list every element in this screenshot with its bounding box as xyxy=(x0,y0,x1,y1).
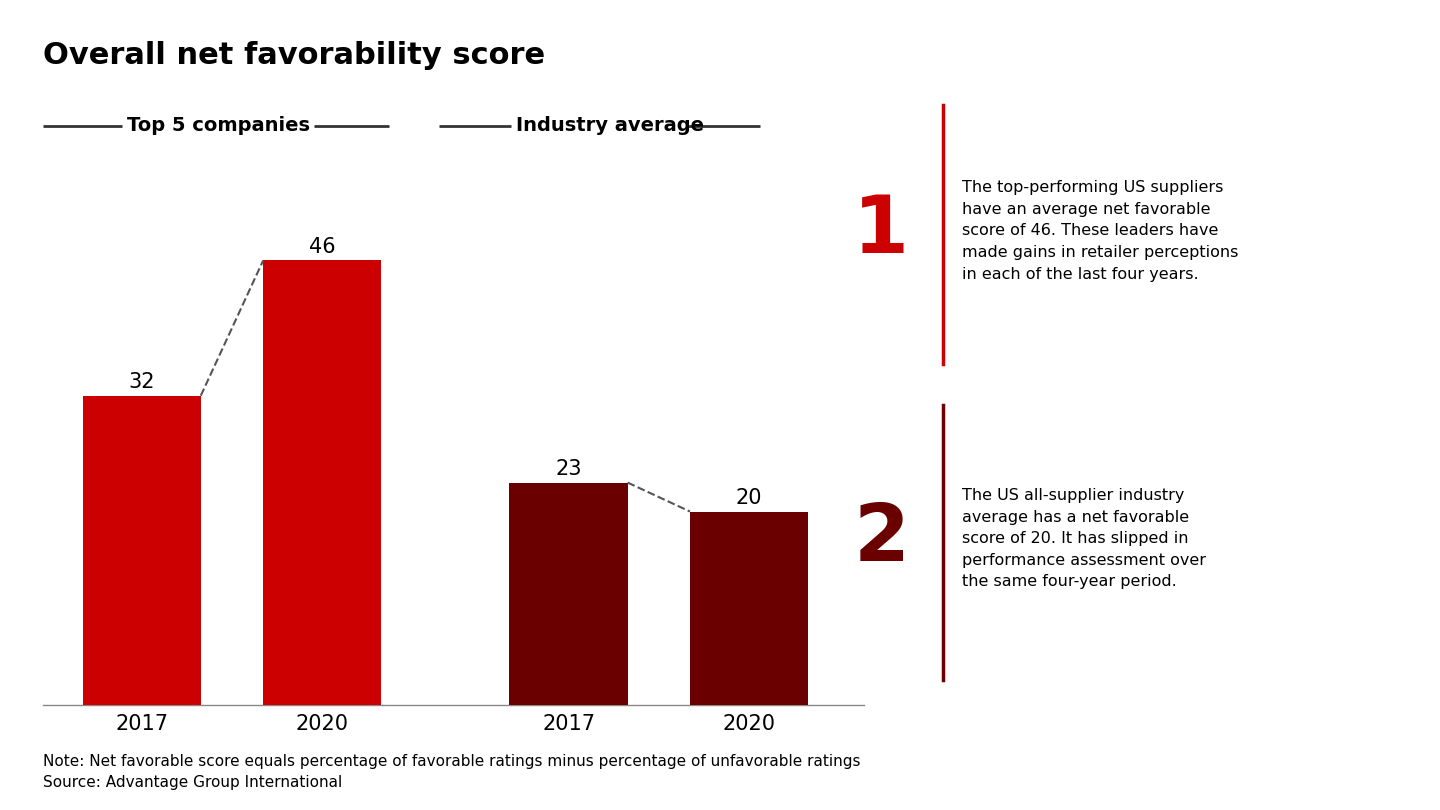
Bar xyxy=(264,261,382,705)
Bar xyxy=(690,512,808,705)
Bar xyxy=(82,395,200,705)
Text: 32: 32 xyxy=(128,372,156,392)
Text: Top 5 companies: Top 5 companies xyxy=(127,116,310,135)
Text: 20: 20 xyxy=(736,488,762,508)
Text: Overall net favorability score: Overall net favorability score xyxy=(43,40,546,70)
Text: Note: Net favorable score equals percentage of favorable ratings minus percentag: Note: Net favorable score equals percent… xyxy=(43,754,861,790)
Bar xyxy=(510,483,628,705)
Text: The top-performing US suppliers
have an average net favorable
score of 46. These: The top-performing US suppliers have an … xyxy=(962,180,1238,282)
Text: 1: 1 xyxy=(854,192,909,270)
Text: 23: 23 xyxy=(556,458,582,479)
Text: 46: 46 xyxy=(310,237,336,257)
Text: The US all-supplier industry
average has a net favorable
score of 20. It has sli: The US all-supplier industry average has… xyxy=(962,488,1205,590)
Text: Industry average: Industry average xyxy=(516,116,704,135)
Text: 2: 2 xyxy=(854,500,909,578)
